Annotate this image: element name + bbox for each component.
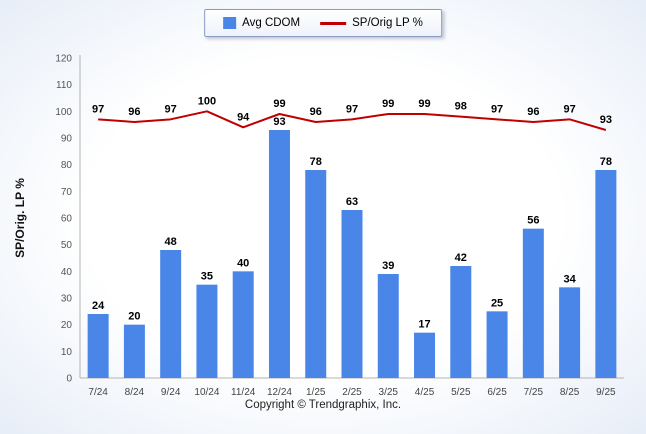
line-value-label: 97: [346, 103, 358, 115]
x-tick-label: 4/25: [415, 387, 435, 398]
bar-value-label: 25: [491, 297, 503, 309]
bar-value-label: 93: [273, 116, 285, 128]
y-tick-label: 100: [55, 107, 72, 118]
y-tick-label: 50: [61, 240, 73, 251]
x-tick-label: 8/25: [560, 387, 580, 398]
line-value-label: 93: [600, 114, 612, 126]
x-tick-label: 9/24: [161, 387, 181, 398]
y-tick-label: 70: [61, 187, 73, 198]
legend-label-avg-cdom: Avg CDOM: [242, 17, 301, 29]
line-value-label: 99: [273, 98, 285, 110]
line-value-label: 99: [418, 98, 430, 110]
legend: Avg CDOM SP/Orig LP %: [204, 9, 442, 37]
line-value-label: 96: [128, 106, 140, 118]
copyright-text: Copyright © Trendgraphix, Inc.: [244, 399, 402, 411]
bar: [377, 274, 399, 378]
line-value-label: 100: [198, 95, 216, 107]
x-tick-label: 7/24: [88, 387, 108, 398]
bar-value-label: 78: [600, 156, 612, 168]
bar: [305, 170, 327, 378]
bar: [123, 324, 145, 378]
bar-value-label: 17: [418, 319, 430, 331]
y-tick-label: 30: [61, 294, 73, 305]
legend-item-avg-cdom: Avg CDOM: [223, 17, 300, 29]
bar-value-label: 40: [237, 257, 249, 269]
line-value-label: 96: [310, 106, 322, 118]
bar: [196, 284, 218, 378]
x-tick-label: 6/25: [487, 387, 507, 398]
line-value-label: 97: [165, 103, 177, 115]
bar-value-label: 48: [165, 236, 177, 248]
bar-value-label: 24: [92, 300, 105, 312]
x-tick-label: 3/25: [379, 387, 399, 398]
bar-value-label: 34: [563, 273, 576, 285]
y-tick-label: 0: [66, 374, 72, 385]
bar: [160, 250, 182, 378]
line-value-label: 94: [237, 111, 250, 123]
y-tick-label: 110: [56, 80, 72, 91]
legend-item-sp-orig-lp: SP/Orig LP %: [320, 17, 423, 29]
y-axis-title: SP/Orig. LP %: [13, 178, 27, 258]
bar-value-label: 39: [382, 260, 394, 272]
x-tick-label: 9/25: [596, 387, 616, 398]
bar: [232, 271, 254, 378]
y-tick-label: 10: [61, 347, 73, 358]
x-tick-label: 10/24: [194, 387, 219, 398]
x-tick-label: 5/25: [451, 387, 471, 398]
x-tick-label: 11/24: [231, 387, 256, 398]
line-value-label: 97: [491, 103, 503, 115]
bar: [559, 287, 581, 378]
line-series: [98, 110, 607, 131]
bar: [87, 314, 109, 378]
x-tick-label: 1/25: [306, 387, 326, 398]
legend-swatch-line: [320, 21, 347, 25]
line-value-label: 97: [92, 103, 104, 115]
y-tick-label: 40: [61, 267, 73, 278]
bar: [595, 170, 617, 378]
bar-value-label: 20: [128, 311, 140, 323]
y-tick-label: 90: [61, 134, 73, 145]
bar: [341, 210, 363, 378]
bar-value-label: 78: [310, 156, 322, 168]
y-tick-label: 80: [61, 160, 73, 171]
x-tick-label: 8/24: [125, 387, 145, 398]
bar: [450, 266, 472, 378]
legend-label-sp-orig-lp: SP/Orig LP %: [352, 17, 423, 29]
bar: [414, 332, 436, 378]
bar-value-label: 56: [527, 215, 539, 227]
line-value-label: 98: [455, 101, 467, 113]
bar-value-label: 35: [201, 271, 213, 283]
bar: [522, 228, 544, 378]
y-tick-label: 120: [55, 54, 72, 65]
bar: [268, 130, 290, 378]
line-value-label: 96: [527, 106, 539, 118]
y-tick-label: 20: [61, 320, 73, 331]
line-value-label: 99: [382, 98, 394, 110]
x-tick-label: 7/25: [524, 387, 544, 398]
line-value-label: 97: [563, 103, 575, 115]
legend-swatch-bar: [223, 17, 237, 29]
x-tick-label: 2/25: [342, 387, 362, 398]
x-tick-label: 12/24: [267, 387, 292, 398]
bar-value-label: 63: [346, 196, 358, 208]
bar-value-label: 42: [455, 252, 467, 264]
bar: [486, 311, 508, 378]
y-tick-label: 60: [61, 214, 73, 225]
